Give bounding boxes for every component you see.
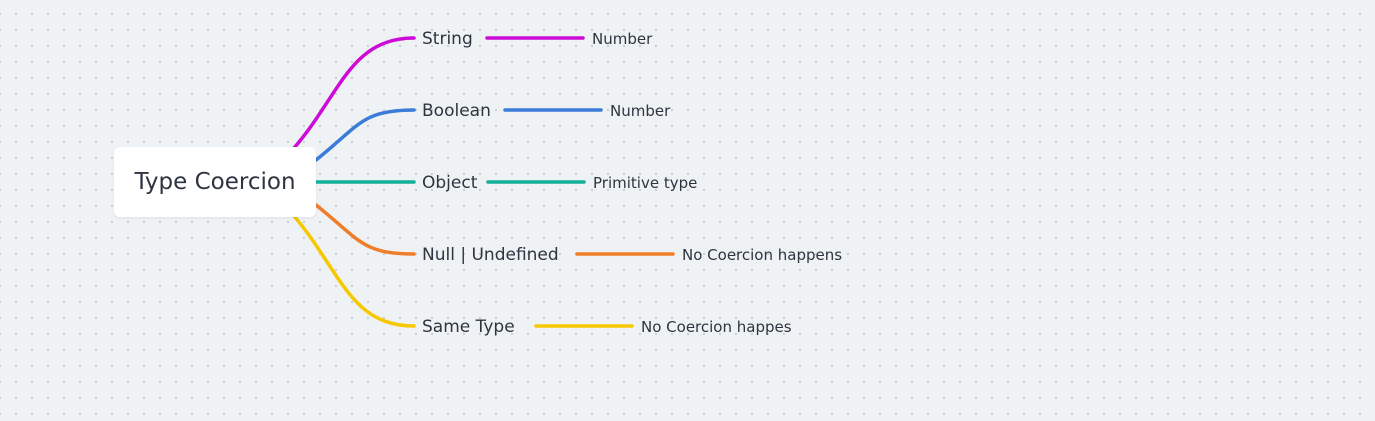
topic-node-boolean[interactable]: Boolean <box>422 101 491 121</box>
connector-boolean <box>314 108 416 162</box>
root-node-label: Type Coercion <box>134 169 296 195</box>
connector-null-undefined <box>314 203 416 256</box>
topic-node-null-undefined[interactable]: Null | Undefined <box>422 245 559 265</box>
topic-node-object[interactable]: Object <box>422 173 478 193</box>
connector-same-type <box>292 214 416 328</box>
root-node[interactable]: Type Coercion <box>114 147 316 217</box>
subtopic-node-same-type-result[interactable]: No Coercion happes <box>641 318 792 336</box>
subtopic-node-boolean-result[interactable]: Number <box>610 102 671 120</box>
subtopic-node-string-result[interactable]: Number <box>592 30 653 48</box>
topic-node-same-type[interactable]: Same Type <box>422 317 515 337</box>
subtopic-node-null-undefined-result[interactable]: No Coercion happens <box>682 246 843 264</box>
topic-node-string[interactable]: String <box>422 29 473 49</box>
subtopic-node-object-result[interactable]: Primitive type <box>593 174 698 192</box>
connector-string <box>292 36 416 150</box>
